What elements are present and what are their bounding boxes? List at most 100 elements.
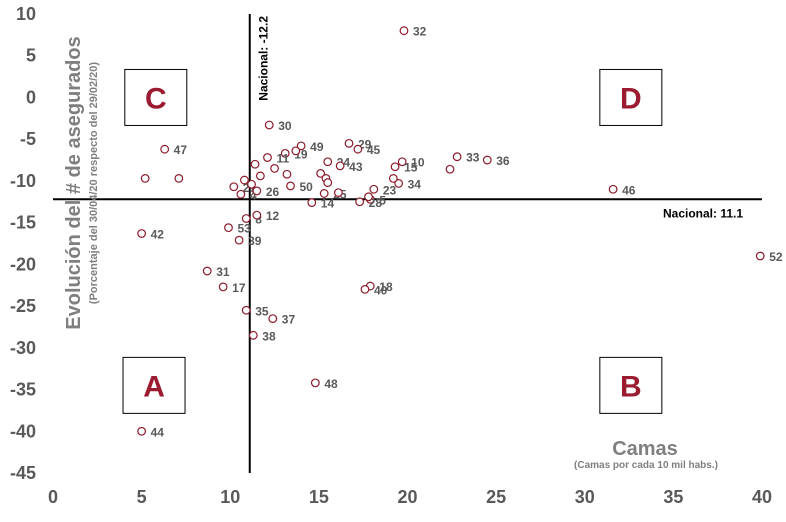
data-point	[390, 162, 400, 172]
y-axis-ticks: 10 5 0 -5 -10 -15 -20 -25 -30 -35 -40 -45	[10, 4, 36, 483]
y-axis-title: Evolución del # de asegurados	[63, 36, 85, 329]
data-point	[452, 152, 462, 162]
data-point	[344, 138, 354, 148]
data-points: 3230472949191145241043153336342742650252…	[137, 25, 783, 439]
data-point-label: 14	[321, 197, 335, 211]
data-point	[264, 120, 274, 130]
data-point-label: 18	[379, 280, 393, 294]
data-point	[482, 155, 492, 165]
data-point-label: 47	[174, 143, 188, 157]
data-point	[247, 179, 256, 189]
data-point	[316, 168, 326, 178]
data-point	[323, 178, 333, 187]
data-point	[280, 148, 290, 158]
data-point	[364, 192, 373, 202]
y-tick-label: 0	[26, 87, 36, 107]
quadrant-label: D	[620, 82, 642, 115]
data-point-label: 49	[310, 140, 324, 154]
data-point-label: 44	[151, 425, 165, 439]
data-point	[388, 174, 398, 183]
x-axis-subtitle: (Camas por cada 10 mil habs.)	[574, 460, 718, 471]
data-point	[263, 153, 272, 162]
data-point	[140, 174, 150, 183]
data-point-label: 31	[216, 265, 230, 279]
quadrant-label: B	[620, 370, 642, 403]
horizontal-reference-label: Nacional: 11.1	[663, 206, 743, 220]
data-point	[333, 188, 343, 197]
data-point	[268, 314, 278, 324]
data-point	[255, 171, 265, 181]
data-point	[445, 164, 455, 174]
reference-lines: Nacional: -12.2 Nacional: 11.1	[53, 14, 762, 473]
data-point	[296, 141, 306, 151]
data-point-label: 50	[300, 180, 314, 194]
data-point	[202, 266, 212, 276]
data-point	[355, 197, 365, 207]
data-point	[241, 214, 251, 223]
data-point	[224, 223, 233, 233]
data-point	[310, 378, 320, 388]
x-tick-label: 0	[48, 487, 58, 507]
data-point	[307, 198, 317, 208]
data-point-label: 23	[383, 183, 397, 197]
data-point	[240, 175, 249, 185]
data-point-label: 15	[404, 161, 418, 175]
data-point	[234, 235, 244, 245]
y-tick-label: -5	[20, 129, 36, 149]
data-point-label: 38	[262, 329, 276, 343]
y-tick-label: -20	[10, 254, 36, 274]
data-point	[282, 169, 292, 179]
data-point	[369, 184, 379, 194]
data-point	[291, 146, 301, 156]
y-tick-label: 10	[16, 4, 36, 24]
data-point-label: 42	[151, 227, 165, 241]
data-point	[137, 229, 147, 238]
quadrant-box	[124, 68, 188, 126]
quadrant-label: C	[145, 82, 167, 115]
data-point	[250, 159, 260, 169]
data-point-label: 53	[237, 222, 251, 236]
data-point-label: 45	[367, 143, 381, 157]
x-tick-label: 30	[575, 487, 595, 507]
quadrant-labels: C D A B	[122, 68, 663, 414]
data-point	[335, 161, 345, 171]
data-point-label: 48	[324, 377, 338, 391]
data-point-label: 11	[276, 152, 289, 166]
data-point-label: 33	[466, 151, 480, 165]
data-point	[755, 251, 765, 261]
y-tick-label: -25	[10, 296, 36, 316]
data-point-label: 30	[278, 119, 292, 133]
data-point	[608, 184, 618, 194]
data-point	[360, 285, 370, 294]
y-tick-label: 5	[26, 46, 36, 66]
x-tick-label: 20	[397, 487, 417, 507]
data-point-label: 46	[622, 183, 636, 197]
data-point-label: 35	[255, 304, 269, 318]
x-tick-label: 10	[220, 487, 240, 507]
x-tick-label: 35	[663, 487, 683, 507]
quadrant-box	[599, 68, 663, 126]
data-point-label: 26	[266, 185, 280, 199]
data-point	[394, 179, 404, 188]
y-tick-label: -40	[10, 421, 36, 441]
quadrant-box	[599, 356, 663, 414]
data-point-label: 40	[374, 283, 388, 297]
data-point	[218, 282, 228, 292]
vertical-reference-label: Nacional: -12.2	[257, 16, 271, 101]
data-point	[248, 330, 258, 340]
data-point	[323, 157, 333, 167]
data-point-label: 10	[411, 156, 425, 170]
data-point-label: 5	[379, 193, 386, 207]
data-point-label: 4	[250, 188, 257, 202]
data-point-label: 37	[282, 313, 296, 327]
x-axis-title: Camas	[612, 438, 678, 460]
data-point	[286, 181, 295, 191]
y-tick-label: -45	[10, 463, 36, 483]
data-point-label: 34	[408, 177, 422, 191]
data-point-label: 8	[255, 212, 262, 226]
data-point-label: 52	[769, 250, 783, 264]
y-tick-label: -10	[10, 171, 36, 191]
quadrant-box	[122, 356, 186, 414]
data-point	[353, 144, 363, 154]
